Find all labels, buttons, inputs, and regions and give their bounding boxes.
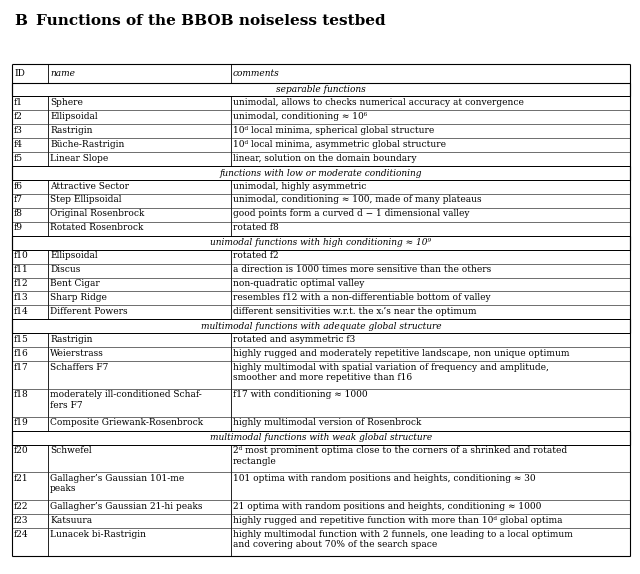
Text: f3: f3 bbox=[14, 126, 23, 135]
Text: name: name bbox=[50, 69, 75, 78]
Text: good points form a curved d − 1 dimensional valley: good points form a curved d − 1 dimensio… bbox=[233, 210, 470, 218]
Text: f1: f1 bbox=[14, 98, 23, 107]
Text: linear, solution on the domain boundary: linear, solution on the domain boundary bbox=[233, 154, 417, 162]
Text: f8: f8 bbox=[14, 210, 23, 218]
Text: rotated and asymmetric f3: rotated and asymmetric f3 bbox=[233, 335, 355, 344]
Text: Step Ellipsoidal: Step Ellipsoidal bbox=[50, 196, 122, 204]
Text: Different Powers: Different Powers bbox=[50, 307, 127, 316]
Text: f19: f19 bbox=[14, 418, 29, 427]
Text: f24: f24 bbox=[14, 530, 29, 538]
Text: f18: f18 bbox=[14, 390, 29, 400]
Text: unimodal, allows to checks numerical accuracy at convergence: unimodal, allows to checks numerical acc… bbox=[233, 98, 524, 107]
Text: resembles f12 with a non-differentiable bottom of valley: resembles f12 with a non-differentiable … bbox=[233, 293, 491, 302]
Text: f20: f20 bbox=[14, 446, 29, 455]
Text: functions with low or moderate conditioning: functions with low or moderate condition… bbox=[220, 169, 422, 177]
Text: 10ᵈ local minima, asymmetric global structure: 10ᵈ local minima, asymmetric global stru… bbox=[233, 139, 446, 149]
Text: Schwefel: Schwefel bbox=[50, 446, 92, 455]
Text: f9: f9 bbox=[14, 223, 23, 232]
Text: f7: f7 bbox=[14, 196, 23, 204]
Text: highly multimodal with spatial variation of frequency and amplitude,
smoother an: highly multimodal with spatial variation… bbox=[233, 363, 549, 382]
Text: B: B bbox=[14, 14, 27, 28]
Text: Sphere: Sphere bbox=[50, 98, 83, 107]
Text: unimodal, conditioning ≈ 10⁶: unimodal, conditioning ≈ 10⁶ bbox=[233, 112, 367, 121]
Text: Rastrigin: Rastrigin bbox=[50, 126, 93, 135]
Text: f17 with conditioning ≈ 1000: f17 with conditioning ≈ 1000 bbox=[233, 390, 367, 400]
Text: Weierstrass: Weierstrass bbox=[50, 348, 104, 358]
Text: f4: f4 bbox=[14, 139, 23, 149]
Text: rotated f2: rotated f2 bbox=[233, 251, 278, 260]
Text: Original Rosenbrock: Original Rosenbrock bbox=[50, 210, 145, 218]
Text: f22: f22 bbox=[14, 502, 29, 511]
Text: unimodal, highly asymmetric: unimodal, highly asymmetric bbox=[233, 181, 366, 191]
Text: f13: f13 bbox=[14, 293, 29, 302]
Text: highly multimodal function with 2 funnels, one leading to a local optimum
and co: highly multimodal function with 2 funnel… bbox=[233, 530, 573, 549]
Text: separable functions: separable functions bbox=[276, 85, 366, 94]
Text: Bent Cigar: Bent Cigar bbox=[50, 279, 100, 288]
Text: Functions of the BBOB noiseless testbed: Functions of the BBOB noiseless testbed bbox=[36, 14, 386, 28]
Text: 10ᵈ local minima, spherical global structure: 10ᵈ local minima, spherical global struc… bbox=[233, 126, 435, 135]
Text: f2: f2 bbox=[14, 112, 23, 121]
Text: 2ᵈ most prominent optima close to the corners of a shrinked and rotated
rectangl: 2ᵈ most prominent optima close to the co… bbox=[233, 446, 567, 466]
Text: rotated f8: rotated f8 bbox=[233, 223, 279, 232]
Text: 21 optima with random positions and heights, conditioning ≈ 1000: 21 optima with random positions and heig… bbox=[233, 502, 541, 511]
Text: multimodal functions with weak global structure: multimodal functions with weak global st… bbox=[210, 433, 432, 442]
Text: Ellipsoidal: Ellipsoidal bbox=[50, 251, 98, 260]
Text: non-quadratic optimal valley: non-quadratic optimal valley bbox=[233, 279, 364, 288]
Text: Linear Slope: Linear Slope bbox=[50, 154, 108, 162]
Text: Attractive Sector: Attractive Sector bbox=[50, 181, 129, 191]
Text: highly multimodal version of Rosenbrock: highly multimodal version of Rosenbrock bbox=[233, 418, 421, 427]
Text: Büche-Rastrigin: Büche-Rastrigin bbox=[50, 139, 124, 149]
Text: a direction is 1000 times more sensitive than the others: a direction is 1000 times more sensitive… bbox=[233, 265, 492, 274]
Text: f10: f10 bbox=[14, 251, 29, 260]
Text: Katsuura: Katsuura bbox=[50, 515, 92, 525]
Text: moderately ill-conditioned Schaf-
fers F7: moderately ill-conditioned Schaf- fers F… bbox=[50, 390, 202, 410]
Text: f17: f17 bbox=[14, 363, 29, 371]
Text: f21: f21 bbox=[14, 474, 29, 483]
Text: unimodal functions with high conditioning ≈ 10⁹: unimodal functions with high conditionin… bbox=[211, 238, 431, 247]
Text: unimodal, conditioning ≈ 100, made of many plateaus: unimodal, conditioning ≈ 100, made of ma… bbox=[233, 196, 482, 204]
Text: highly rugged and repetitive function with more than 10ᵈ global optima: highly rugged and repetitive function wi… bbox=[233, 515, 563, 525]
Text: multimodal functions with adequate global structure: multimodal functions with adequate globa… bbox=[201, 322, 442, 331]
Text: 101 optima with random positions and heights, conditioning ≈ 30: 101 optima with random positions and hei… bbox=[233, 474, 536, 483]
Text: Schaffers F7: Schaffers F7 bbox=[50, 363, 108, 371]
Text: different sensitivities w.r.t. the xᵢ’s near the optimum: different sensitivities w.r.t. the xᵢ’s … bbox=[233, 307, 477, 316]
Text: Rotated Rosenbrock: Rotated Rosenbrock bbox=[50, 223, 143, 232]
Text: f16: f16 bbox=[14, 348, 29, 358]
Text: f6: f6 bbox=[14, 181, 23, 191]
Text: Gallagher’s Gaussian 21-hi peaks: Gallagher’s Gaussian 21-hi peaks bbox=[50, 502, 202, 511]
Text: f12: f12 bbox=[14, 279, 29, 288]
Text: Discus: Discus bbox=[50, 265, 81, 274]
Text: Composite Griewank-Rosenbrock: Composite Griewank-Rosenbrock bbox=[50, 418, 203, 427]
Text: Lunacek bi-Rastrigin: Lunacek bi-Rastrigin bbox=[50, 530, 146, 538]
Text: f23: f23 bbox=[14, 515, 29, 525]
Text: comments: comments bbox=[233, 69, 280, 78]
Text: Ellipsoidal: Ellipsoidal bbox=[50, 112, 98, 121]
Text: highly rugged and moderately repetitive landscape, non unique optimum: highly rugged and moderately repetitive … bbox=[233, 348, 570, 358]
Text: f11: f11 bbox=[14, 265, 29, 274]
Text: Gallagher’s Gaussian 101-me
peaks: Gallagher’s Gaussian 101-me peaks bbox=[50, 474, 184, 493]
Text: f15: f15 bbox=[14, 335, 29, 344]
Text: f5: f5 bbox=[14, 154, 23, 162]
Text: Rastrigin: Rastrigin bbox=[50, 335, 93, 344]
Text: f14: f14 bbox=[14, 307, 29, 316]
Text: ID: ID bbox=[14, 69, 25, 78]
Text: Sharp Ridge: Sharp Ridge bbox=[50, 293, 107, 302]
